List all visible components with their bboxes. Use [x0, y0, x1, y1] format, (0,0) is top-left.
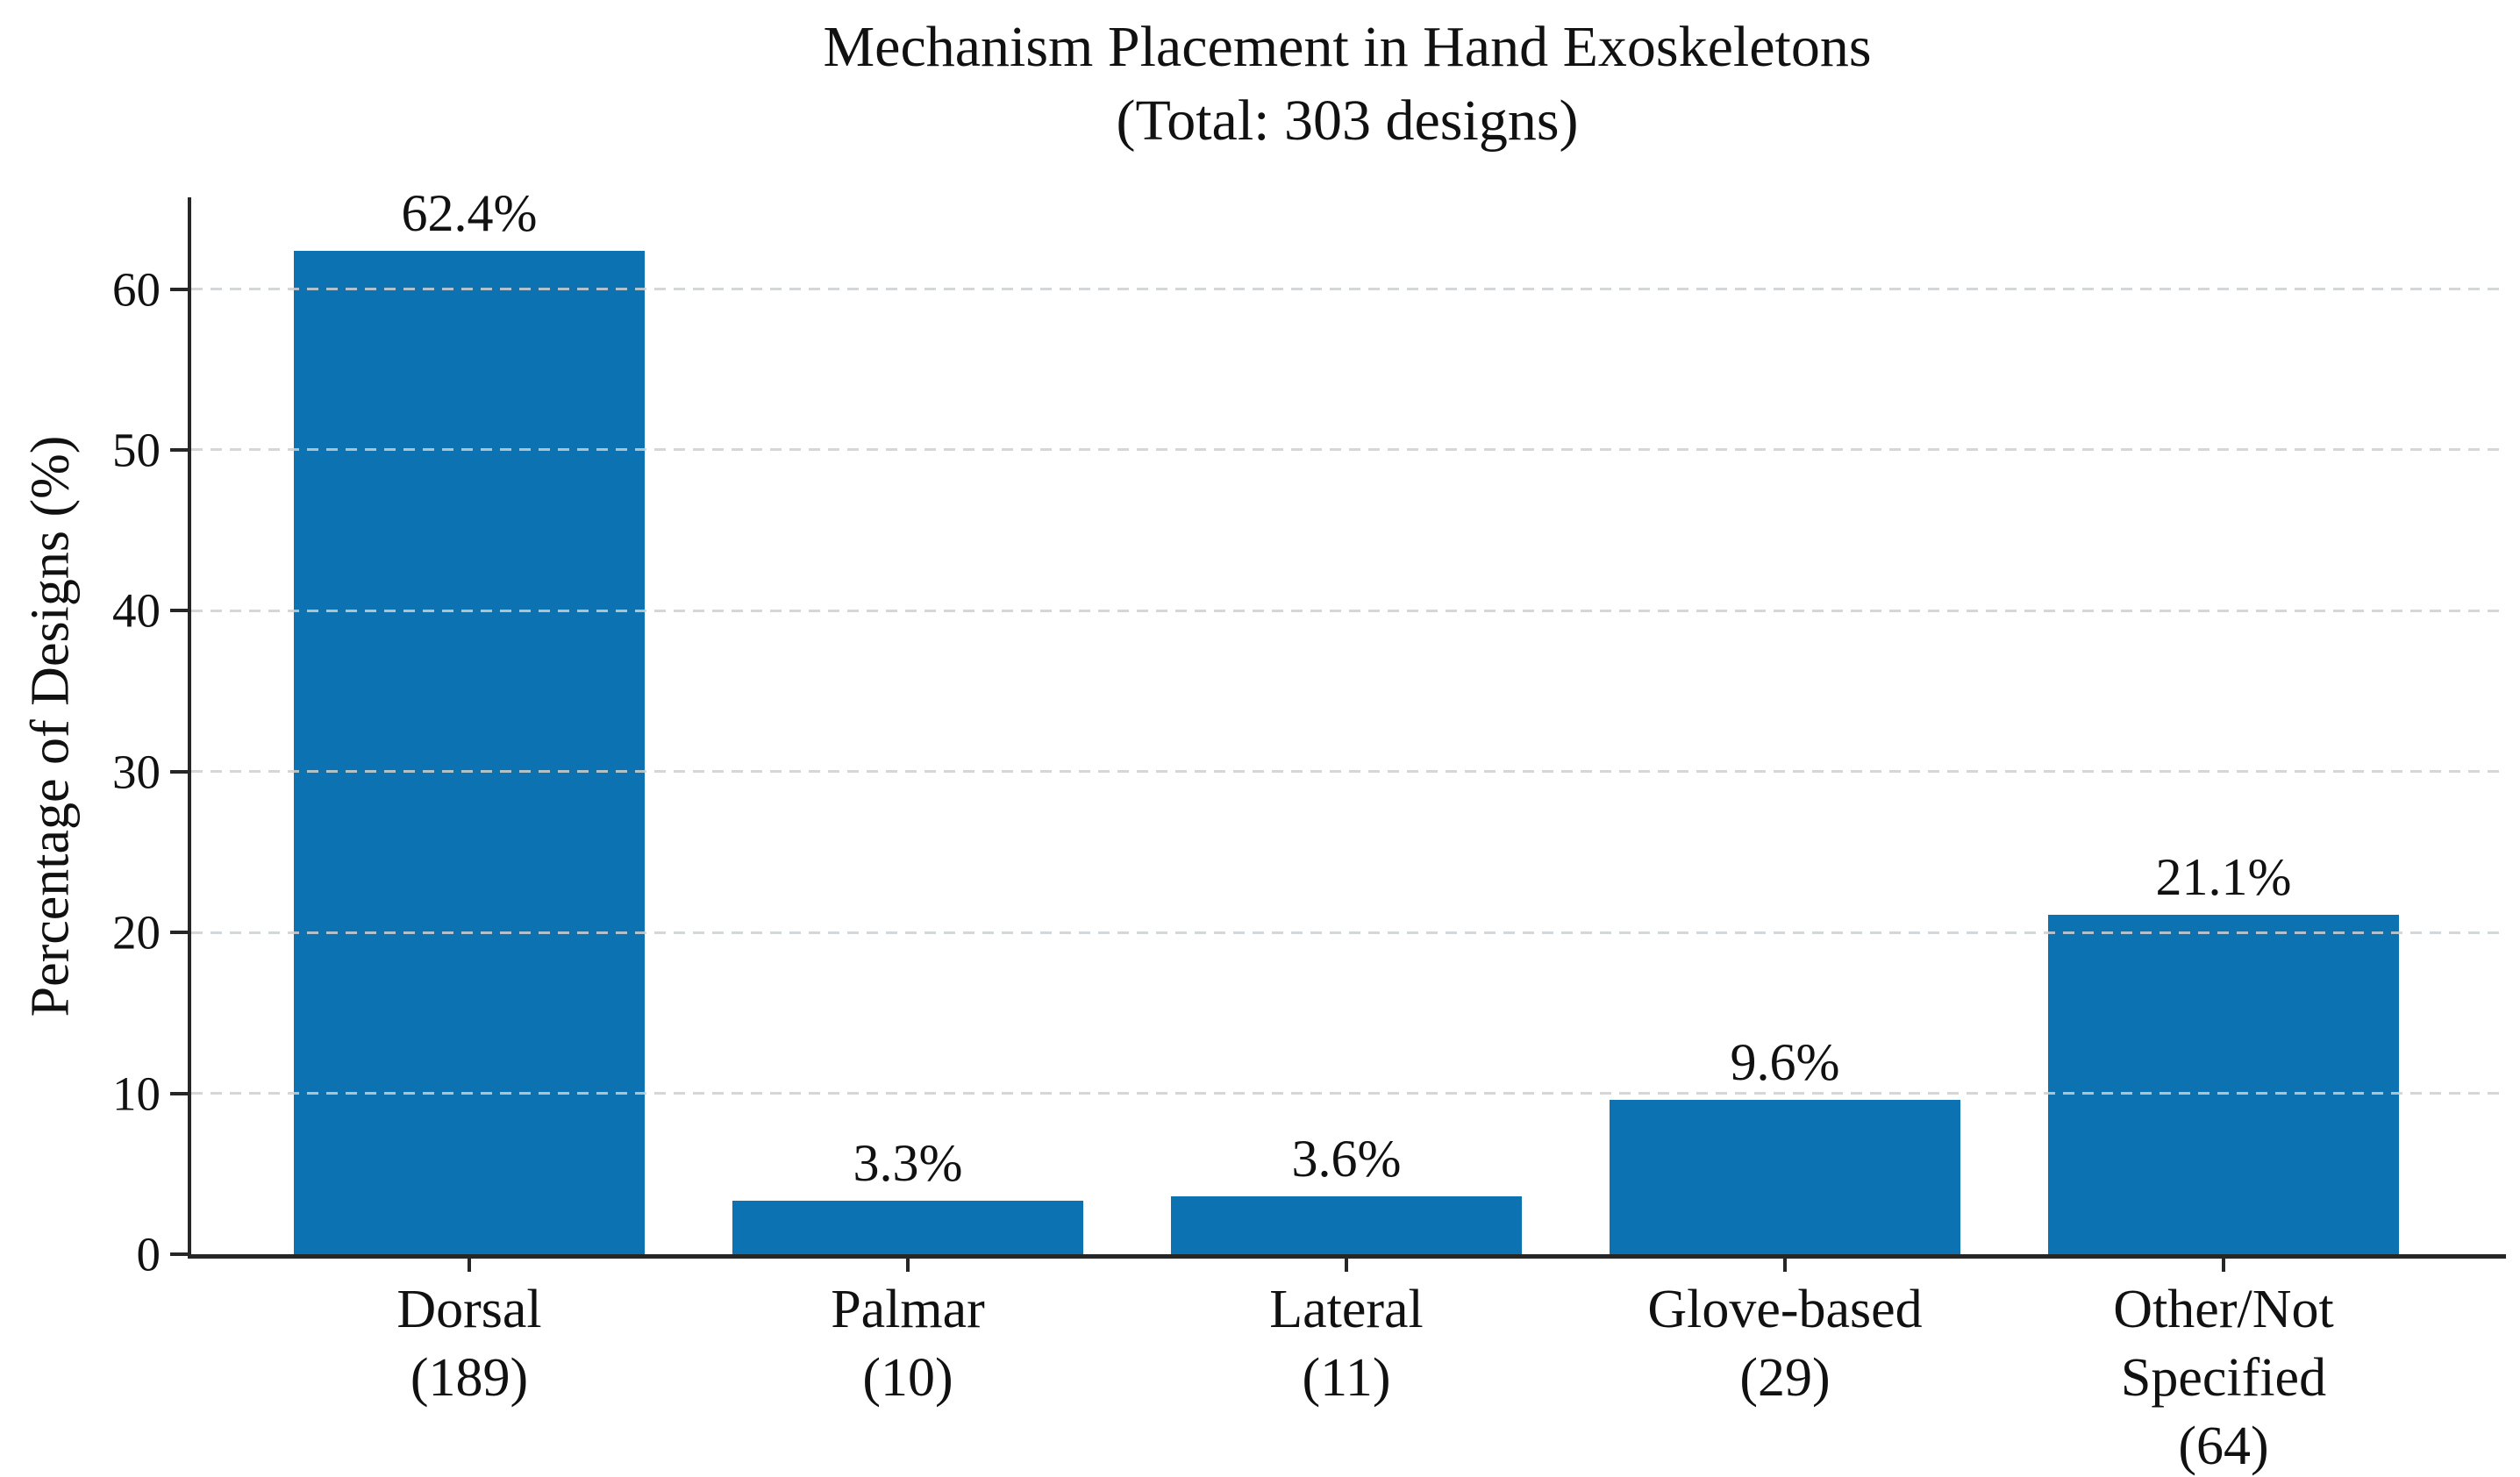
category-label-dorsal: Dorsal (189) [396, 1275, 541, 1412]
bar-palmar [732, 1201, 1083, 1254]
gridline-20 [191, 931, 2504, 934]
category-label-line: (29) [1739, 1348, 1831, 1408]
chart-title: Mechanism Placement in Hand Exoskeletons [823, 15, 1872, 79]
gridline-40 [191, 609, 2504, 612]
chart-subtitle: (Total: 303 designs) [1116, 89, 1579, 153]
x-tick-mark-0 [468, 1254, 471, 1272]
y-tick-label-30: 30 [112, 745, 161, 799]
y-tick-mark-10 [170, 1091, 188, 1095]
bar-other-not-specified [2048, 915, 2399, 1254]
category-label-lateral: Lateral (11) [1269, 1275, 1424, 1412]
category-label-line: (11) [1302, 1348, 1391, 1408]
x-tick-mark-2 [1345, 1254, 1348, 1272]
category-label-line: Other/Not [2113, 1280, 2334, 1339]
category-label-line: Lateral [1269, 1280, 1424, 1339]
value-label-dorsal: 62.4% [401, 183, 538, 242]
category-label-line: (64) [2178, 1416, 2269, 1476]
category-label-other-not-specified: Other/Not Specified (64) [2113, 1275, 2333, 1477]
plot-area: 62.4% 3.3% 3.6% 9.6% 21.1% 0 10 20 30 40 50 60 Dor… [112, 186, 2506, 1476]
y-tick-label-40: 40 [112, 583, 161, 638]
category-label-glove-based: Glove-based (29) [1647, 1275, 1922, 1412]
value-label-other-not-specified: 21.1% [2155, 848, 2292, 906]
gridline-60 [191, 288, 2504, 291]
x-tick-mark-4 [2222, 1254, 2225, 1272]
value-label-palmar: 3.3% [853, 1134, 963, 1193]
y-tick-label-60: 60 [112, 262, 161, 317]
x-tick-mark-1 [906, 1254, 910, 1272]
gridline-50 [191, 448, 2504, 452]
y-axis-spine [188, 197, 191, 1258]
y-tick-mark-0 [170, 1252, 188, 1256]
y-tick-mark-50 [170, 447, 188, 452]
value-label-glove-based: 9.6% [1730, 1032, 1840, 1091]
chart-title-block: Mechanism Placement in Hand Exoskeletons… [823, 11, 1871, 158]
gridline-30 [191, 770, 2504, 774]
bar-glove-based [1610, 1099, 1960, 1254]
category-label-line: Specified [2120, 1348, 2327, 1408]
category-label-line: Palmar [831, 1280, 985, 1339]
category-label-line: (189) [410, 1348, 529, 1408]
y-tick-label-10: 10 [112, 1067, 161, 1121]
y-tick-label-20: 20 [112, 905, 161, 960]
category-label-line: Dorsal [396, 1280, 542, 1339]
value-label-lateral: 3.6% [1291, 1129, 1402, 1188]
x-tick-mark-3 [1783, 1254, 1787, 1272]
category-label-palmar: Palmar (10) [831, 1275, 985, 1412]
gridline-10 [191, 1092, 2504, 1095]
category-label-line: (10) [862, 1348, 953, 1408]
y-tick-mark-20 [170, 931, 188, 935]
bar-lateral [1171, 1195, 1522, 1254]
y-tick-mark-30 [170, 769, 188, 774]
category-label-line: Glove-based [1647, 1280, 1923, 1339]
bar-dorsal [294, 250, 645, 1254]
y-tick-label-50: 50 [112, 423, 161, 477]
y-tick-mark-40 [170, 609, 188, 613]
y-tick-label-0: 0 [136, 1227, 161, 1281]
y-tick-mark-60 [170, 287, 188, 291]
